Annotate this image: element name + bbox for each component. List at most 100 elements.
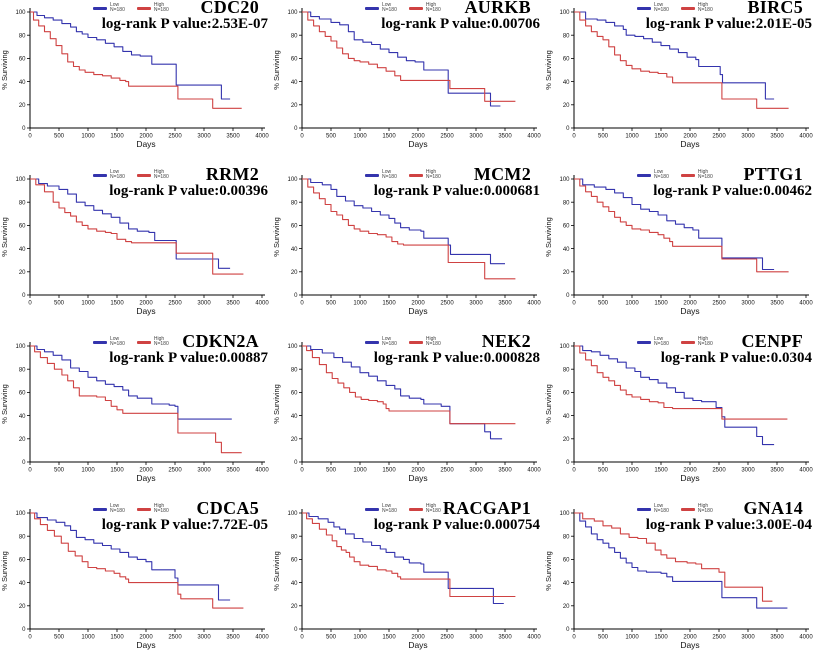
x-tick-label: 2000 bbox=[683, 468, 697, 474]
x-tick-label: 1000 bbox=[625, 635, 639, 641]
legend-high-n: N=180 bbox=[153, 508, 169, 514]
x-tick-label: 500 bbox=[326, 468, 337, 474]
legend-high-label: High bbox=[153, 336, 165, 342]
y-tick-label: 100 bbox=[15, 10, 26, 16]
legend: Low N=180 High N=180 bbox=[365, 170, 441, 180]
x-tick-label: 2500 bbox=[712, 134, 726, 140]
y-tick-label: 20 bbox=[291, 270, 298, 276]
y-tick-label: 60 bbox=[19, 57, 26, 63]
y-tick-label: 40 bbox=[291, 581, 298, 587]
legend-high-n: N=180 bbox=[153, 174, 169, 180]
x-tick-label: 2500 bbox=[440, 134, 454, 140]
y-tick-label: 80 bbox=[19, 200, 26, 206]
high-survival-curve bbox=[30, 11, 242, 109]
x-tick-label: 500 bbox=[598, 134, 609, 140]
y-axis-label: % Surviving bbox=[272, 384, 281, 424]
y-tick-label: 60 bbox=[291, 391, 298, 397]
x-axis-label: Days bbox=[408, 306, 427, 316]
legend-high-n: N=180 bbox=[153, 7, 169, 13]
legend-low-n: N=180 bbox=[382, 7, 397, 13]
y-tick-label: 60 bbox=[291, 57, 298, 63]
legend-high-line bbox=[136, 6, 151, 10]
y-tick-label: 20 bbox=[19, 103, 26, 109]
x-tick-label: 1500 bbox=[654, 635, 668, 641]
legend-high-n: N=180 bbox=[697, 341, 713, 347]
x-tick-label: 4000 bbox=[527, 301, 541, 307]
x-tick-label: 1500 bbox=[110, 301, 124, 307]
pvalue-label: log-rank P value:0.00706 bbox=[381, 16, 540, 32]
y-tick-label: 40 bbox=[19, 414, 26, 420]
x-tick-label: 1000 bbox=[81, 301, 95, 307]
x-tick-label: 2500 bbox=[712, 301, 726, 307]
y-tick-label: 40 bbox=[19, 80, 26, 86]
gene-title: AURKB bbox=[464, 0, 531, 17]
x-tick-label: 3000 bbox=[741, 134, 755, 140]
x-tick-label: 3000 bbox=[469, 468, 483, 474]
low-survival-curve bbox=[574, 11, 775, 100]
x-tick-label: 1500 bbox=[110, 635, 124, 641]
km-plot-pttg1: 0 500 1000 1500 2000 2500 3000 3500 4000 0 20 40 60 8… bbox=[544, 164, 816, 334]
legend-low-line bbox=[93, 173, 107, 177]
gene-title: CDKN2A bbox=[182, 331, 259, 351]
x-axis-label: Days bbox=[408, 473, 427, 483]
x-tick-label: 0 bbox=[572, 134, 576, 140]
x-tick-label: 3500 bbox=[498, 134, 512, 140]
x-tick-label: 3000 bbox=[741, 635, 755, 641]
y-tick-label: 80 bbox=[563, 200, 570, 206]
x-tick-label: 2500 bbox=[712, 635, 726, 641]
legend-high-line bbox=[408, 6, 423, 10]
x-tick-label: 3000 bbox=[197, 468, 211, 474]
y-tick-label: 0 bbox=[566, 627, 570, 633]
y-tick-label: 0 bbox=[294, 126, 298, 132]
high-survival-curve bbox=[30, 178, 244, 275]
y-tick-label: 60 bbox=[19, 391, 26, 397]
low-survival-curve bbox=[302, 512, 504, 605]
legend-high-label: High bbox=[153, 2, 165, 8]
y-tick-label: 0 bbox=[566, 293, 570, 299]
legend-high-n: N=180 bbox=[697, 7, 713, 13]
legend: Low N=180 High N=180 bbox=[365, 337, 441, 347]
legend: Low N=180 High N=180 bbox=[93, 170, 169, 180]
x-axis-label: Days bbox=[680, 473, 699, 483]
legend-low-label: Low bbox=[110, 336, 120, 342]
survival-chart: 0 500 1000 1500 2000 2500 3000 3500 4000 0 20 40 60 8… bbox=[0, 342, 269, 483]
x-tick-label: 0 bbox=[28, 134, 32, 140]
legend-item-low: Low N=180 bbox=[365, 170, 397, 180]
legend-item-low: Low N=180 bbox=[93, 337, 125, 347]
legend-low-n: N=180 bbox=[654, 508, 669, 514]
x-tick-label: 3000 bbox=[469, 134, 483, 140]
x-tick-label: 4000 bbox=[255, 468, 269, 474]
x-tick-label: 1500 bbox=[110, 468, 124, 474]
survival-chart: 0 500 1000 1500 2000 2500 3000 3500 4000 0 20 40 60 8… bbox=[272, 342, 541, 483]
legend-high-label: High bbox=[425, 2, 437, 8]
y-axis-label: % Surviving bbox=[0, 217, 9, 257]
gene-title: GNA14 bbox=[743, 498, 803, 518]
y-axis-label: % Surviving bbox=[544, 551, 553, 591]
legend-low-label: Low bbox=[654, 169, 664, 175]
km-plot-cdc20: 0 500 1000 1500 2000 2500 3000 3500 4000 0 20 40 60 8… bbox=[0, 0, 272, 167]
y-tick-label: 40 bbox=[291, 414, 298, 420]
legend-low-n: N=180 bbox=[654, 7, 669, 13]
x-tick-label: 1500 bbox=[382, 468, 396, 474]
legend: Low N=180 High N=180 bbox=[637, 504, 713, 514]
x-tick-label: 3000 bbox=[197, 134, 211, 140]
y-axis-label: % Surviving bbox=[272, 50, 281, 90]
x-tick-label: 3000 bbox=[197, 301, 211, 307]
y-tick-label: 0 bbox=[22, 126, 26, 132]
x-tick-label: 1500 bbox=[382, 635, 396, 641]
legend-high-label: High bbox=[153, 503, 165, 509]
x-tick-label: 3000 bbox=[469, 635, 483, 641]
gene-title: RRM2 bbox=[205, 164, 259, 184]
x-tick-label: 500 bbox=[598, 635, 609, 641]
y-tick-label: 40 bbox=[563, 581, 570, 587]
x-tick-label: 2500 bbox=[440, 468, 454, 474]
y-tick-label: 20 bbox=[563, 103, 570, 109]
y-tick-label: 80 bbox=[563, 534, 570, 540]
legend-low-n: N=180 bbox=[110, 508, 125, 514]
y-tick-label: 80 bbox=[291, 534, 298, 540]
legend-item-high: High N=180 bbox=[408, 2, 441, 13]
x-axis-label: Days bbox=[136, 306, 155, 316]
y-tick-label: 20 bbox=[291, 103, 298, 109]
y-tick-label: 100 bbox=[559, 177, 570, 183]
high-survival-curve bbox=[574, 512, 773, 602]
